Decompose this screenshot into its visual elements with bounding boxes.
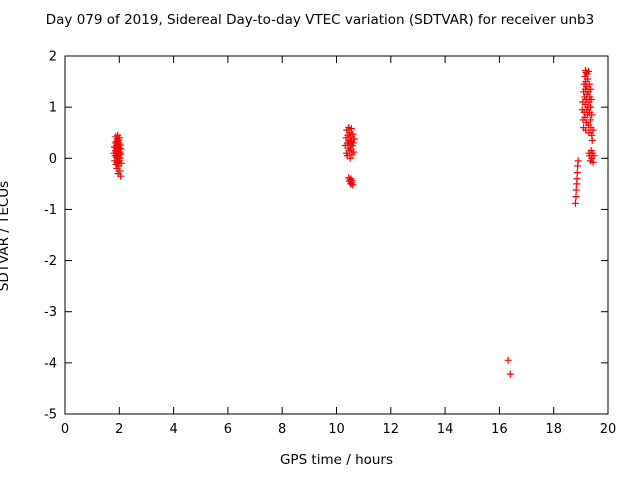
- data-point: [572, 186, 580, 194]
- data-point: [116, 154, 124, 162]
- data-point: [115, 144, 123, 152]
- data-point: [571, 199, 579, 207]
- data-point: [117, 145, 125, 153]
- data-point: [117, 172, 125, 180]
- x-tick-label: 20: [600, 422, 617, 437]
- data-point: [573, 175, 581, 183]
- y-tick-label: 0: [49, 152, 57, 167]
- data-point: [572, 193, 580, 201]
- y-tick-label: -1: [44, 203, 57, 218]
- x-tick-label: 16: [491, 422, 508, 437]
- plot-frame: [64, 55, 609, 415]
- data-point: [584, 67, 592, 75]
- chart-title: Day 079 of 2019, Sidereal Day-to-day VTE…: [45, 12, 595, 28]
- data-point: [346, 154, 354, 162]
- data-point: [345, 147, 353, 155]
- data-point: [589, 126, 597, 134]
- data-point: [587, 95, 595, 103]
- data-point: [346, 129, 354, 137]
- data-point: [504, 356, 512, 364]
- data-point: [573, 169, 581, 177]
- data-point: [350, 148, 358, 156]
- data-point: [586, 85, 594, 93]
- x-tick-label: 14: [437, 422, 454, 437]
- data-point: [348, 177, 356, 185]
- data-point: [574, 157, 582, 165]
- data-point: [116, 167, 124, 175]
- data-point: [349, 130, 357, 138]
- x-tick-label: 18: [545, 422, 562, 437]
- data-point: [116, 134, 124, 142]
- data-point: [586, 116, 594, 124]
- y-tick-label: -5: [44, 408, 57, 423]
- x-tick-label: 2: [115, 422, 123, 437]
- y-tick-label: -3: [44, 305, 57, 320]
- data-point: [349, 181, 357, 189]
- data-point: [587, 103, 595, 111]
- x-axis-label: GPS time / hours: [279, 452, 394, 468]
- data-point: [117, 159, 125, 167]
- data-point: [584, 75, 592, 83]
- x-tick-label: 4: [169, 422, 177, 437]
- x-tick-label: 12: [383, 422, 400, 437]
- data-point: [349, 139, 357, 147]
- data-point: [347, 125, 355, 133]
- data-point: [588, 111, 596, 119]
- y-tick-label: 2: [49, 50, 57, 65]
- data-point: [506, 370, 514, 378]
- data-point: [588, 136, 596, 144]
- data-point: [585, 80, 593, 88]
- x-tick-label: 8: [278, 422, 286, 437]
- y-tick-label: -2: [44, 254, 57, 269]
- data-point: [590, 152, 598, 160]
- y-tick-label: 1: [49, 101, 57, 116]
- y-tick-label: -4: [44, 356, 57, 371]
- x-tick-label: 0: [61, 422, 69, 437]
- data-point: [350, 135, 358, 143]
- x-tick-label: 6: [224, 422, 232, 437]
- data-point: [589, 158, 597, 166]
- x-tick-label: 10: [328, 422, 345, 437]
